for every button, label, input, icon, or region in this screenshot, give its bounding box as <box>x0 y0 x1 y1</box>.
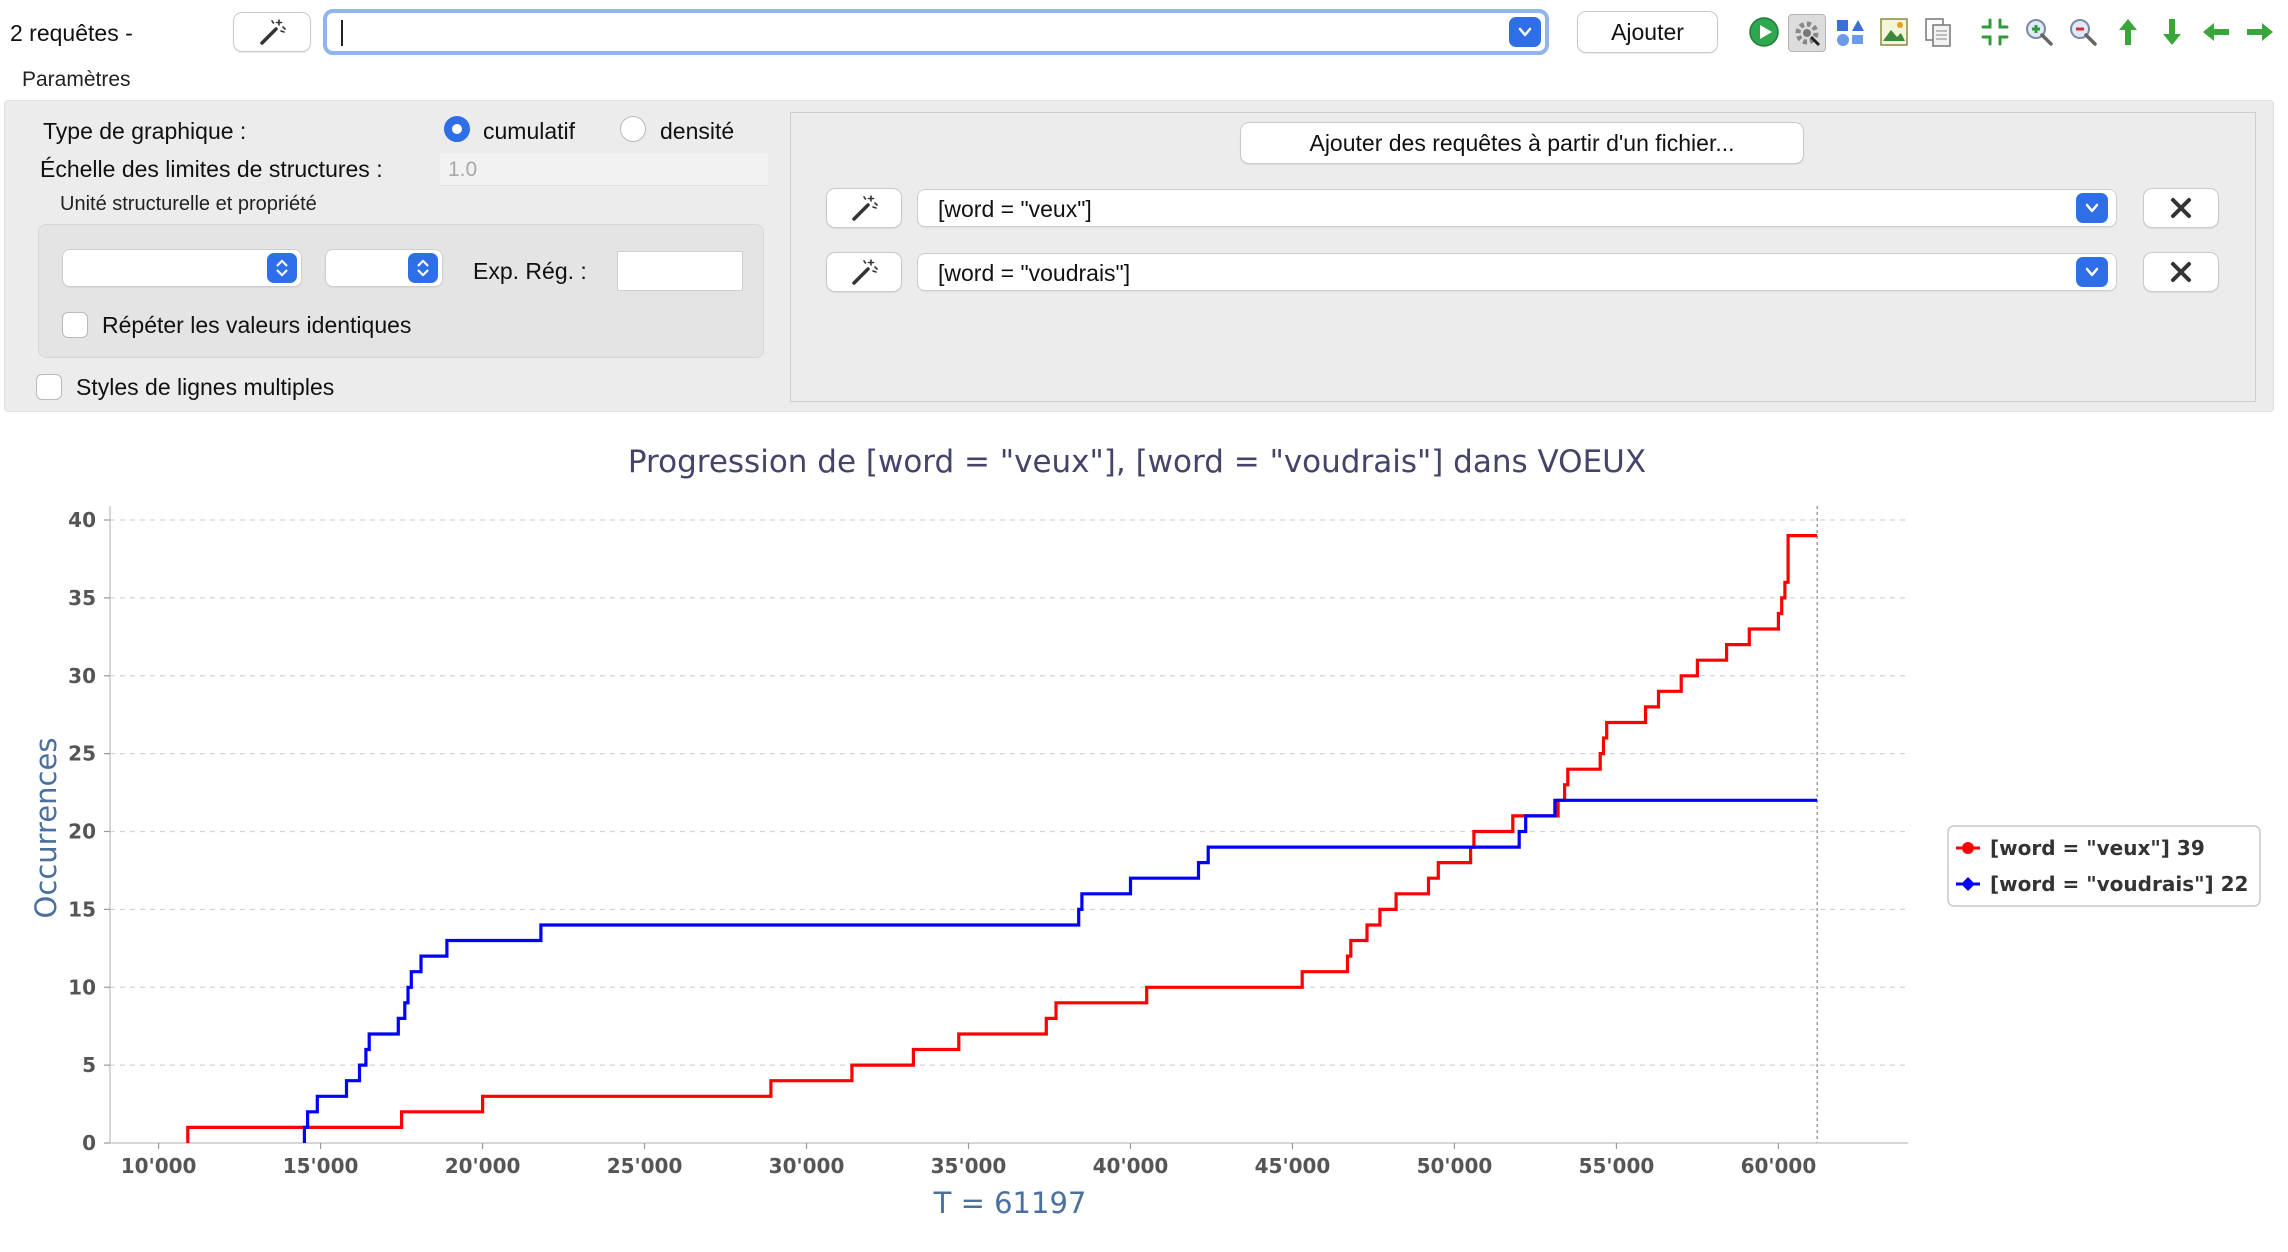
y-tick-label: 25 <box>68 742 96 766</box>
query-row-1-remove-button[interactable] <box>2143 188 2219 228</box>
y-axis-label: Occurrences <box>29 738 63 919</box>
structural-unit-label: Unité structurelle et propriété <box>60 193 317 215</box>
chevron-down-icon <box>2085 203 2099 213</box>
arrow-left-icon[interactable] <box>2198 14 2234 50</box>
y-tick-label: 30 <box>68 664 96 688</box>
x-tick-label: 60'000 <box>1741 1154 1817 1178</box>
repeat-values-label: Répéter les valeurs identiques <box>102 312 412 338</box>
radio-density[interactable] <box>620 116 646 142</box>
legend-label-1: [word = "veux"] 39 <box>1990 836 2205 860</box>
x-tick-label: 20'000 <box>445 1154 521 1178</box>
chart-title: Progression de [word = "veux"], [word = … <box>628 444 1646 480</box>
y-tick-label: 35 <box>68 586 96 610</box>
radio-density-label[interactable]: densité <box>660 118 735 144</box>
query-row-2-remove-button[interactable] <box>2143 252 2219 292</box>
chart-type-label: Type de graphique : <box>43 118 247 144</box>
structural-unit-select[interactable] <box>62 249 302 287</box>
series-line-1 <box>186 533 1818 1143</box>
query-input[interactable] <box>339 17 1483 49</box>
query-input-combo[interactable] <box>323 9 1549 55</box>
text-caret <box>341 20 343 46</box>
query-row-1-dropdown[interactable] <box>2076 193 2108 223</box>
y-tick-label: 40 <box>68 508 96 532</box>
regex-label: Exp. Rég. : <box>473 258 587 284</box>
x-tick-label: 15'000 <box>283 1154 359 1178</box>
magic-wand-icon <box>260 19 286 45</box>
query-history-dropdown[interactable] <box>1509 17 1541 47</box>
x-tick-label: 35'000 <box>931 1154 1007 1178</box>
close-icon <box>2171 198 2191 218</box>
x-tick-label: 50'000 <box>1417 1154 1493 1178</box>
legend-box <box>1947 825 2261 907</box>
settings-icon[interactable] <box>1788 14 1826 52</box>
query-row-2-value[interactable]: [word = "voudrais"] <box>938 260 1131 286</box>
multi-line-styles-label: Styles de lignes multiples <box>76 374 335 400</box>
updown-chevron-icon <box>408 253 438 283</box>
arrow-up-icon[interactable] <box>2110 14 2146 50</box>
x-tick-labels: 10'000 15'000 20'000 25'000 30'000 35'000 40'0… <box>121 1143 1817 1178</box>
x-tick-label: 30'000 <box>769 1154 845 1178</box>
y-tick-label: 15 <box>68 897 96 921</box>
legend-marker-2 <box>1961 877 1975 891</box>
export-image-icon[interactable] <box>1876 14 1912 50</box>
property-select[interactable] <box>325 249 443 287</box>
chart-axes <box>109 506 1908 1144</box>
query-row-1-combo[interactable]: [word = "veux"] <box>917 189 2117 227</box>
x-tick-label: 55'000 <box>1579 1154 1655 1178</box>
chart-legend: [word = "veux"] 39 [word = "voudrais"] 22 <box>1947 825 2261 907</box>
magic-wand-icon <box>852 259 878 285</box>
query-row-1-value[interactable]: [word = "veux"] <box>938 196 1092 222</box>
query-count-label: 2 requêtes - <box>10 20 133 46</box>
y-tick-label: 5 <box>82 1053 96 1077</box>
query-assistant-button[interactable] <box>233 12 311 52</box>
shapes-icon[interactable] <box>1832 14 1868 50</box>
x-tick-label: 45'000 <box>1255 1154 1331 1178</box>
x-tick-label: 25'000 <box>607 1154 683 1178</box>
y-tick-label: 20 <box>68 820 96 844</box>
structure-scale-field: 1.0 <box>440 154 768 186</box>
progression-chart: Progression de [word = "veux"], [word = … <box>29 444 2261 1220</box>
play-icon[interactable] <box>1746 14 1782 50</box>
arrow-right-icon[interactable] <box>2242 14 2278 50</box>
x-tick-label: 10'000 <box>121 1154 197 1178</box>
updown-chevron-icon <box>267 253 297 283</box>
magic-wand-icon <box>852 195 878 221</box>
structural-unit-group <box>38 224 764 358</box>
parameters-section-label: Paramètres <box>22 68 131 91</box>
import-queries-button[interactable]: Ajouter des requêtes à partir d'un fichi… <box>1240 122 1804 164</box>
fit-icon[interactable] <box>1977 14 2013 50</box>
regex-input[interactable] <box>617 251 743 291</box>
chart-series <box>186 533 1818 1143</box>
x-axis-label: T = 61197 <box>933 1186 1087 1220</box>
copy-icon[interactable] <box>1920 14 1956 50</box>
radio-cumulative-label[interactable]: cumulatif <box>483 118 576 144</box>
multi-line-styles-checkbox[interactable] <box>36 374 62 400</box>
close-icon <box>2171 262 2191 282</box>
repeat-values-checkbox[interactable] <box>62 312 88 338</box>
query-row-2-combo[interactable]: [word = "voudrais"] <box>917 253 2117 291</box>
legend-label-2: [word = "voudrais"] 22 <box>1990 872 2248 896</box>
zoom-in-icon[interactable] <box>2021 14 2057 50</box>
series-line-2 <box>302 798 1818 1143</box>
y-tick-labels: 0 5 10 15 20 25 30 35 40 <box>68 508 110 1155</box>
radio-cumulative[interactable] <box>444 116 470 142</box>
zoom-out-icon[interactable] <box>2065 14 2101 50</box>
y-tick-label: 0 <box>82 1131 96 1155</box>
chart-grid <box>110 519 1908 1066</box>
query-row-1-assistant-button[interactable] <box>826 188 902 228</box>
add-query-button[interactable]: Ajouter <box>1577 11 1718 53</box>
x-tick-label: 40'000 <box>1093 1154 1169 1178</box>
chevron-down-icon <box>1518 27 1532 37</box>
structure-scale-label: Échelle des limites de structures : <box>40 156 383 182</box>
chevron-down-icon <box>2085 267 2099 277</box>
y-tick-label: 10 <box>68 975 96 999</box>
arrow-down-icon[interactable] <box>2154 14 2190 50</box>
query-row-2-dropdown[interactable] <box>2076 257 2108 287</box>
legend-marker-1 <box>1962 842 1974 854</box>
query-row-2-assistant-button[interactable] <box>826 252 902 292</box>
